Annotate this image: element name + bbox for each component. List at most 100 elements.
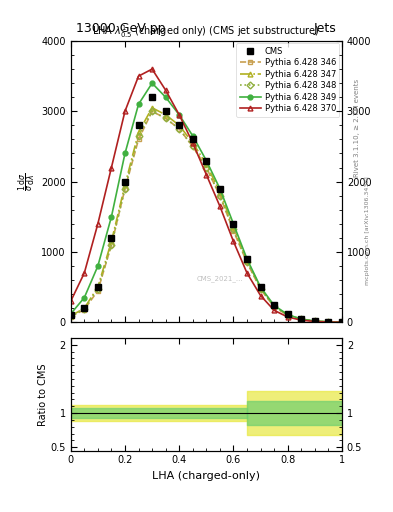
- Pythia 6.428 370: [258, 292, 263, 298]
- CMS: [177, 122, 182, 129]
- Pythia 6.428 370: [82, 270, 86, 276]
- CMS: [340, 319, 344, 325]
- Pythia 6.428 346: [95, 288, 100, 294]
- Pythia 6.428 370: [340, 319, 344, 325]
- Pythia 6.428 348: [244, 259, 250, 265]
- Line: Pythia 6.428 370: Pythia 6.428 370: [68, 67, 344, 325]
- Pythia 6.428 370: [272, 307, 276, 313]
- CMS: [312, 318, 317, 324]
- Pythia 6.428 346: [177, 126, 182, 132]
- Pythia 6.428 347: [82, 305, 86, 311]
- Pythia 6.428 349: [163, 94, 168, 100]
- CMS: [285, 311, 290, 317]
- Pythia 6.428 346: [244, 260, 250, 266]
- Pythia 6.428 349: [299, 316, 303, 322]
- Pythia 6.428 370: [123, 108, 127, 114]
- CMS: [258, 284, 263, 290]
- Line: Pythia 6.428 348: Pythia 6.428 348: [68, 109, 344, 325]
- Pythia 6.428 346: [231, 228, 236, 234]
- Pythia 6.428 347: [163, 112, 168, 118]
- Pythia 6.428 347: [231, 224, 236, 230]
- Pythia 6.428 348: [326, 319, 331, 325]
- CMS: [150, 94, 154, 100]
- Pythia 6.428 349: [231, 221, 236, 227]
- CMS: [109, 235, 114, 241]
- Pythia 6.428 346: [258, 286, 263, 292]
- Pythia 6.428 370: [150, 66, 154, 72]
- Pythia 6.428 349: [68, 311, 73, 317]
- Pythia 6.428 348: [312, 318, 317, 324]
- Pythia 6.428 346: [190, 143, 195, 150]
- Pythia 6.428 347: [150, 104, 154, 111]
- Pythia 6.428 370: [326, 319, 331, 325]
- Pythia 6.428 349: [326, 319, 331, 325]
- Pythia 6.428 370: [231, 238, 236, 244]
- Pythia 6.428 346: [163, 115, 168, 121]
- Line: Pythia 6.428 349: Pythia 6.428 349: [68, 81, 344, 325]
- Line: Pythia 6.428 347: Pythia 6.428 347: [68, 105, 344, 325]
- Pythia 6.428 348: [190, 143, 195, 150]
- Pythia 6.428 348: [231, 226, 236, 232]
- Pythia 6.428 348: [258, 286, 263, 292]
- Pythia 6.428 348: [272, 304, 276, 310]
- Pythia 6.428 349: [123, 151, 127, 157]
- Pythia 6.428 349: [190, 133, 195, 139]
- Pythia 6.428 370: [204, 172, 209, 178]
- Pythia 6.428 370: [177, 112, 182, 118]
- Pythia 6.428 347: [326, 319, 331, 325]
- CMS: [326, 319, 331, 325]
- Pythia 6.428 348: [150, 108, 154, 114]
- Pythia 6.428 370: [68, 298, 73, 304]
- CMS: [68, 312, 73, 318]
- Line: CMS: CMS: [68, 94, 345, 325]
- Pythia 6.428 349: [312, 318, 317, 324]
- Y-axis label: Ratio to CMS: Ratio to CMS: [38, 363, 48, 425]
- Pythia 6.428 349: [218, 185, 222, 191]
- Text: Jets: Jets: [314, 23, 336, 35]
- Pythia 6.428 347: [95, 284, 100, 290]
- Pythia 6.428 349: [272, 302, 276, 308]
- X-axis label: LHA (charged-only): LHA (charged-only): [152, 471, 260, 481]
- CMS: [95, 284, 100, 290]
- Pythia 6.428 348: [204, 164, 209, 170]
- Text: Rivet 3.1.10, ≥ 2.7M events: Rivet 3.1.10, ≥ 2.7M events: [354, 79, 360, 177]
- CMS: [123, 179, 127, 185]
- Pythia 6.428 370: [136, 73, 141, 79]
- Pythia 6.428 349: [95, 263, 100, 269]
- Pythia 6.428 346: [218, 193, 222, 199]
- Pythia 6.428 370: [218, 203, 222, 209]
- Pythia 6.428 347: [177, 122, 182, 129]
- Pythia 6.428 349: [258, 284, 263, 290]
- Pythia 6.428 349: [285, 311, 290, 317]
- Pythia 6.428 349: [177, 112, 182, 118]
- Pythia 6.428 346: [299, 316, 303, 323]
- Pythia 6.428 347: [244, 258, 250, 264]
- Pythia 6.428 347: [312, 318, 317, 324]
- CMS: [136, 122, 141, 129]
- Pythia 6.428 347: [109, 238, 114, 244]
- Pythia 6.428 346: [82, 307, 86, 313]
- Pythia 6.428 347: [258, 285, 263, 291]
- Pythia 6.428 370: [244, 270, 250, 276]
- Pythia 6.428 347: [136, 130, 141, 136]
- CMS: [218, 185, 222, 191]
- CMS: [163, 108, 168, 114]
- Pythia 6.428 346: [204, 164, 209, 170]
- Pythia 6.428 348: [82, 306, 86, 312]
- Pythia 6.428 347: [68, 313, 73, 319]
- Pythia 6.428 370: [299, 317, 303, 323]
- Pythia 6.428 348: [95, 286, 100, 292]
- Pythia 6.428 348: [123, 185, 127, 191]
- Pythia 6.428 370: [163, 87, 168, 93]
- Pythia 6.428 347: [218, 189, 222, 195]
- Pythia 6.428 349: [204, 158, 209, 164]
- Pythia 6.428 349: [82, 294, 86, 301]
- Pythia 6.428 346: [312, 318, 317, 324]
- CMS: [272, 302, 276, 308]
- Pythia 6.428 348: [109, 242, 114, 248]
- Y-axis label: $\frac{1}{\sigma}\frac{\mathrm{d}\sigma}{\mathrm{d}\lambda}$: $\frac{1}{\sigma}\frac{\mathrm{d}\sigma}…: [17, 173, 39, 191]
- Pythia 6.428 348: [163, 115, 168, 121]
- Text: mcplots.cern.ch [arXiv:1306.3436]: mcplots.cern.ch [arXiv:1306.3436]: [365, 176, 371, 285]
- Pythia 6.428 349: [109, 214, 114, 220]
- Pythia 6.428 346: [272, 304, 276, 310]
